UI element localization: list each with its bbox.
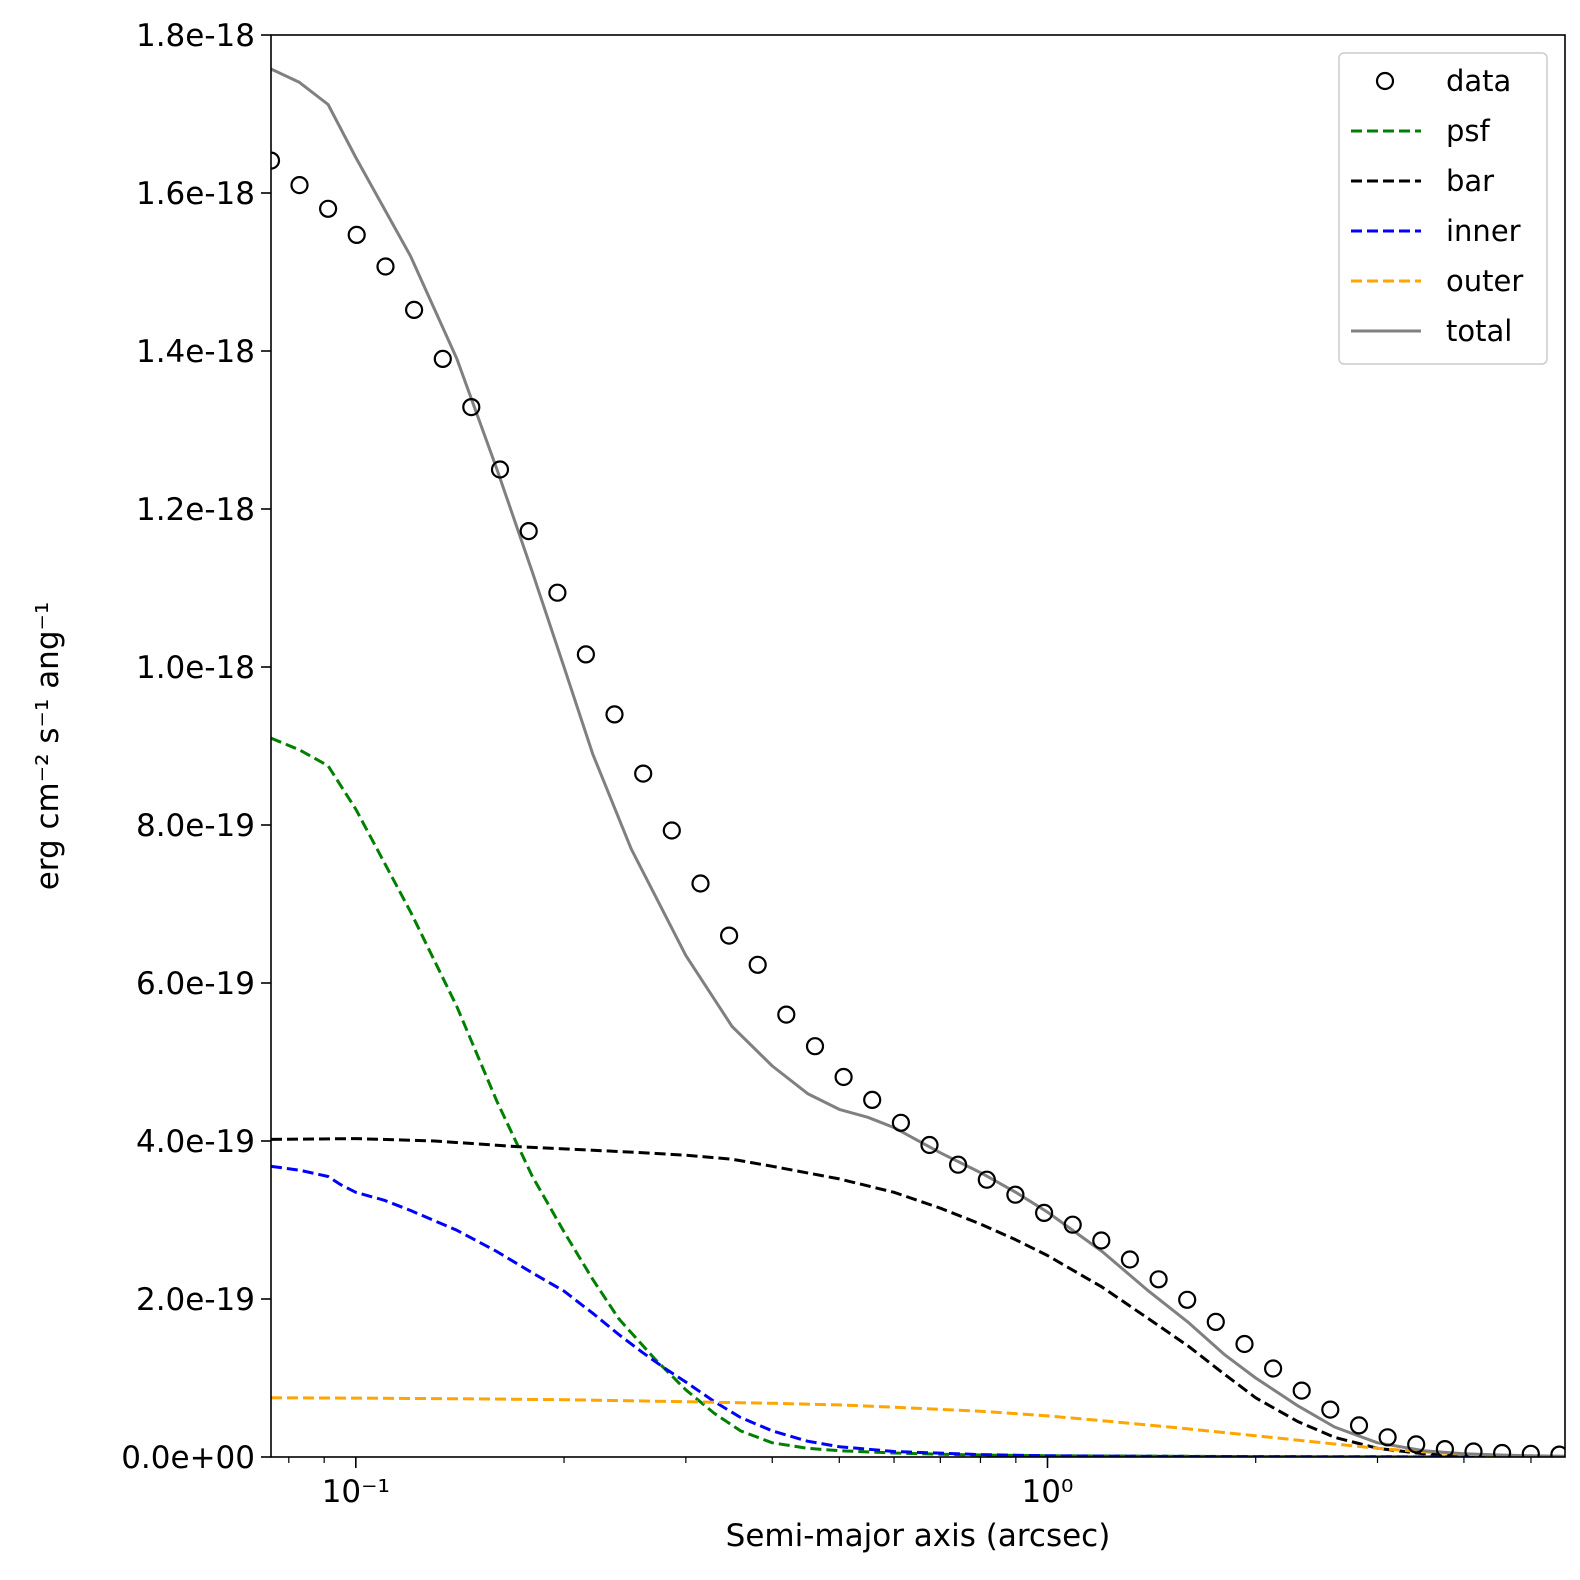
legend-item-bar: bar: [1351, 164, 1494, 198]
data-point: [290, 176, 309, 195]
y-tick-label: 4.0e-19: [136, 1124, 255, 1160]
y-tick-label: 1.2e-18: [136, 492, 255, 528]
axis-ticks: 0.0e+00 2.0e-19 4.0e-19 6.0e-19 8.0e-19 1.0e-…: [121, 18, 1532, 1510]
y-axis-label: erg cm⁻² s⁻¹ ang⁻¹: [30, 602, 66, 891]
y-tick-label: 1.0e-18: [136, 650, 255, 686]
series-line-inner: [271, 1164, 1565, 1457]
legend-box: [1338, 52, 1548, 365]
data-point: [1006, 1185, 1025, 1204]
data-point: [834, 1067, 853, 1087]
data-point: [1464, 1442, 1483, 1457]
data-point: [1321, 1400, 1340, 1419]
y-tick-label: 0.0e+00: [121, 1440, 255, 1476]
plot-frame: [270, 34, 1566, 1458]
data-point: [548, 583, 567, 602]
data-point: [1407, 1435, 1426, 1454]
data-point: [405, 300, 424, 319]
y-tick-label: 8.0e-19: [136, 808, 255, 844]
data-point: [948, 1155, 968, 1174]
data-point: [748, 955, 767, 974]
x-axis-label: Semi-major axis (arcsec): [726, 1518, 1111, 1554]
data-point: [805, 1037, 825, 1056]
legend-item-data: data: [1375, 64, 1511, 98]
data-point: [490, 460, 510, 479]
legend-item-psf: psf: [1351, 114, 1491, 148]
data-point: [1178, 1290, 1197, 1309]
data-point: [319, 199, 338, 218]
data-point: [1292, 1381, 1311, 1400]
y-tick-label: 2.0e-19: [136, 1282, 255, 1318]
legend: data psf bar inner outer total: [1338, 52, 1548, 365]
data-point: [719, 926, 739, 945]
data-point: [891, 1113, 911, 1132]
series-line-bar: [271, 1137, 1565, 1457]
data-point: [347, 225, 366, 244]
series-data: [271, 151, 1565, 1457]
data-point: [1149, 1270, 1168, 1289]
legend-item-total: total: [1351, 314, 1512, 348]
data-point: [462, 398, 481, 417]
data-point: [1034, 1203, 1054, 1223]
data-point: [691, 874, 710, 893]
legend-marker: [1375, 71, 1395, 91]
y-tick-label: 1.6e-18: [136, 176, 255, 212]
data-point: [1263, 1359, 1283, 1378]
legend-label: data: [1446, 64, 1511, 98]
data-point: [576, 645, 596, 664]
data-point: [777, 1005, 796, 1024]
data-point: [271, 151, 281, 170]
data-point: [977, 1170, 996, 1189]
data-point: [1435, 1440, 1454, 1457]
data-point: [1206, 1312, 1225, 1332]
data-point: [376, 257, 395, 276]
y-tick-label: 6.0e-19: [136, 966, 255, 1002]
data-point: [634, 764, 653, 783]
y-tick-label: 1.4e-18: [136, 334, 255, 370]
legend-item-outer: outer: [1351, 264, 1523, 298]
data-point: [1063, 1215, 1082, 1234]
legend-item-inner: inner: [1351, 214, 1521, 248]
data-point: [920, 1135, 939, 1155]
data-point: [605, 705, 624, 724]
data-point: [662, 821, 681, 840]
data-point: [1120, 1250, 1140, 1269]
y-tick-label: 1.8e-18: [136, 18, 255, 54]
legend-label: inner: [1446, 214, 1521, 248]
data-point: [1378, 1428, 1397, 1447]
legend-label: psf: [1446, 114, 1491, 148]
data-point: [1349, 1416, 1369, 1435]
data-point: [1092, 1231, 1111, 1250]
data-point: [433, 349, 452, 368]
x-tick-label: 10⁻¹: [322, 1474, 390, 1510]
x-tick-label: 10⁰: [1022, 1474, 1074, 1510]
plot-series: [271, 67, 1565, 1457]
legend-label: bar: [1446, 164, 1494, 198]
legend-label: outer: [1446, 264, 1523, 298]
legend-label: total: [1446, 314, 1512, 348]
data-point: [519, 521, 538, 541]
data-point: [1235, 1334, 1254, 1354]
data-point: [1521, 1444, 1540, 1457]
data-point: [1550, 1445, 1565, 1457]
data-point: [1493, 1443, 1512, 1457]
data-point: [863, 1090, 882, 1110]
